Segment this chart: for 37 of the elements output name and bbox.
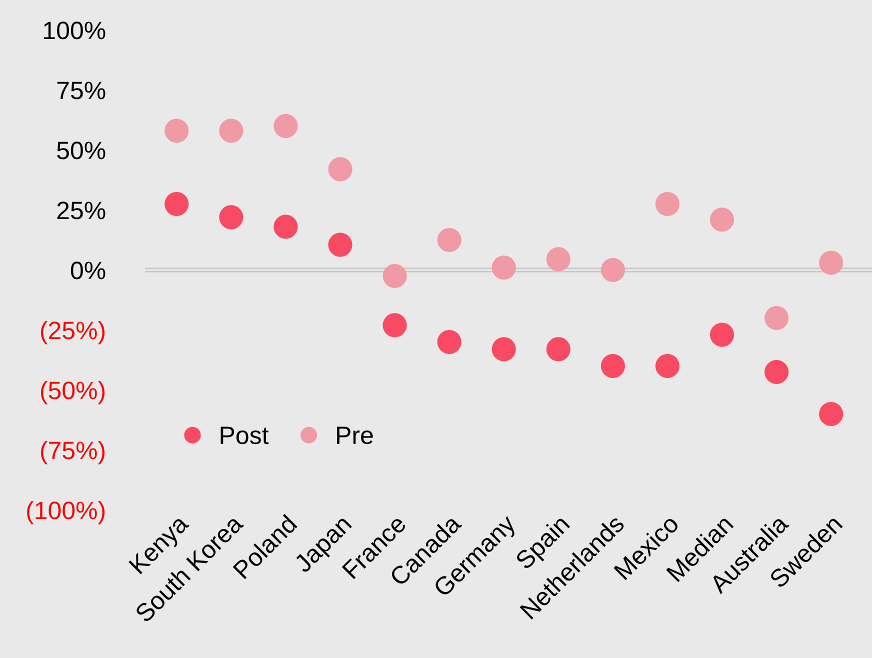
point — [655, 354, 680, 378]
point — [764, 306, 789, 330]
y-tick-label: 25% — [57, 202, 106, 220]
point — [164, 118, 189, 143]
point — [655, 192, 680, 216]
point — [819, 250, 844, 275]
point — [492, 337, 516, 362]
y-tick-label: 75% — [57, 82, 106, 100]
point — [328, 232, 352, 257]
y-tick-label: (100%) — [27, 500, 105, 524]
point — [600, 258, 625, 282]
legend-label: Post — [220, 426, 269, 444]
point — [219, 118, 244, 143]
point — [546, 337, 570, 362]
y-tick-label: 100% — [44, 22, 106, 40]
legend-label: Pre — [337, 426, 373, 444]
y-tick-label: (75%) — [40, 440, 105, 464]
point — [219, 205, 244, 230]
point — [382, 313, 407, 338]
y-tick-label: 50% — [57, 142, 106, 160]
y-tick-label: (25%) — [40, 320, 105, 344]
point — [274, 114, 298, 138]
point — [437, 330, 462, 354]
point — [437, 228, 462, 252]
point — [382, 264, 407, 288]
point — [274, 214, 298, 239]
point — [819, 402, 844, 426]
point — [710, 322, 734, 347]
point — [492, 256, 516, 280]
point — [546, 247, 570, 272]
y-tick-label: (50%) — [40, 380, 105, 404]
point — [328, 157, 352, 182]
point — [710, 208, 734, 232]
point — [764, 360, 789, 384]
y-tick-label: 0% — [70, 262, 106, 280]
point — [164, 192, 189, 216]
point — [600, 354, 625, 378]
